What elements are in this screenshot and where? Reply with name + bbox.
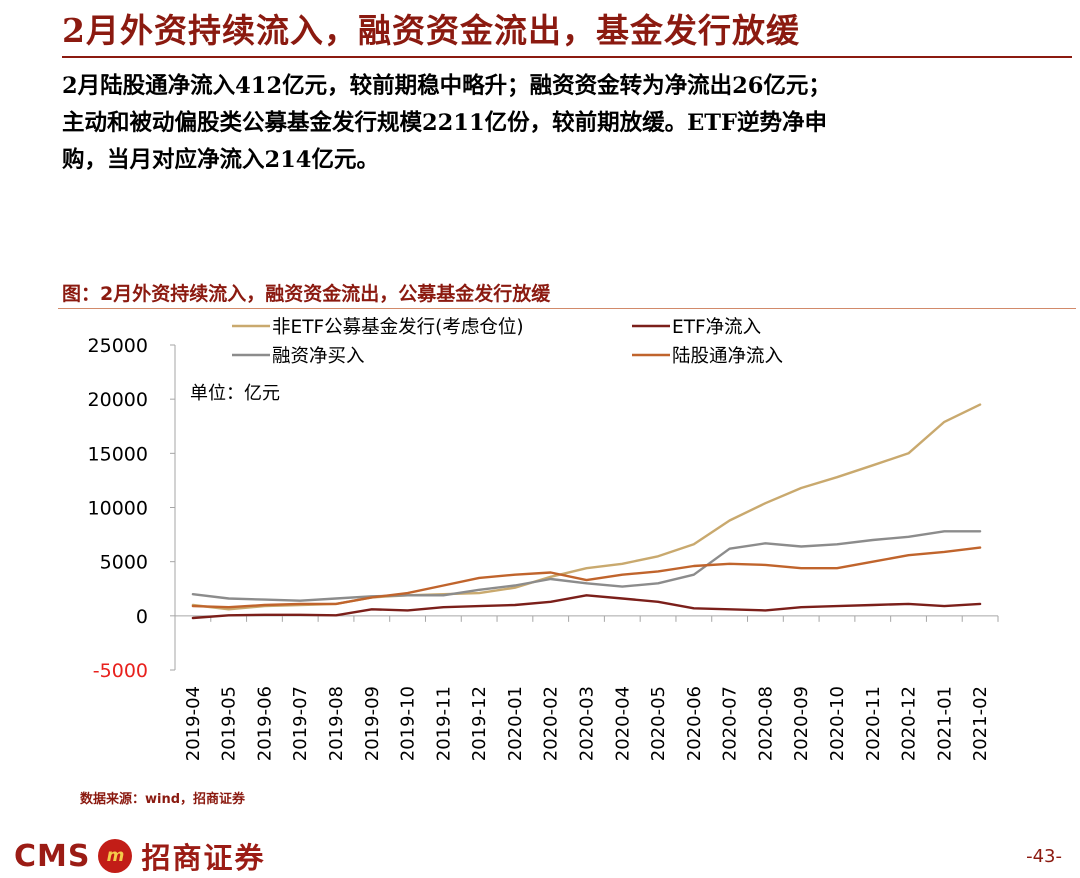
chart-axes: 25000 20000 15000 10000 5000 0 -5000 2019-04 201… xyxy=(88,335,999,761)
legend-label: ETF净流入 xyxy=(672,317,761,338)
series-line xyxy=(191,546,982,609)
y-tick-label: 10000 xyxy=(88,498,148,520)
brand-cms-text: CMS xyxy=(14,838,91,874)
chart-title-divider xyxy=(58,308,1076,309)
company-logo-icon: m xyxy=(98,839,133,873)
x-tick-label: 2020-09 xyxy=(791,686,812,761)
y-tick-label: 15000 xyxy=(88,443,148,465)
x-tick-label: 2019-07 xyxy=(290,686,311,761)
legend-label: 陆股通净流入 xyxy=(672,346,783,367)
x-tick-label: 2019-10 xyxy=(398,686,419,761)
x-tick-label: 2021-02 xyxy=(970,686,991,761)
x-tick-label: 2020-01 xyxy=(505,686,526,761)
x-tick-label: 2020-05 xyxy=(648,686,669,761)
legend-label: 非ETF公募基金发行(考虑仓位) xyxy=(272,317,524,338)
series-line xyxy=(191,530,982,602)
chart-title: 图：2月外资持续流入，融资资金流出，公募基金发行放缓 xyxy=(62,283,551,305)
series-line xyxy=(191,403,982,611)
y-tick-label: 0 xyxy=(136,606,148,628)
x-tick-label: 2019-12 xyxy=(469,686,490,761)
summary-line: 购，当月对应净流入214亿元。 xyxy=(62,147,379,173)
y-tick-label: -5000 xyxy=(93,660,148,682)
x-tick-label: 2021-01 xyxy=(934,686,955,761)
x-tick-label: 2019-05 xyxy=(219,686,240,761)
summary-line: 2月陆股通净流入412亿元，较前期稳中略升；融资资金转为净流出26亿元； xyxy=(62,73,831,99)
y-tick-label: 25000 xyxy=(88,335,148,357)
x-tick-label: 2019-09 xyxy=(362,686,383,761)
series-line xyxy=(191,594,982,620)
x-tick-label: 2020-08 xyxy=(755,686,776,761)
x-tick-label: 2020-02 xyxy=(541,686,562,761)
chart-series xyxy=(191,403,982,620)
x-tick-label: 2020-04 xyxy=(612,686,633,761)
summary-line: 主动和被动偏股类公募基金发行规模2211亿份，较前期放缓。ETF逆势净申 xyxy=(62,110,827,136)
x-tick-label: 2020-06 xyxy=(684,686,705,761)
x-tick-label: 2020-12 xyxy=(899,686,920,761)
brand-logo: CMS m 招商证券 xyxy=(14,838,266,876)
x-tick-label: 2020-03 xyxy=(577,686,598,761)
x-tick-label: 2019-06 xyxy=(254,686,275,761)
x-tick-label: 2019-11 xyxy=(433,686,454,761)
title-divider xyxy=(62,56,1072,58)
x-tick-label: 2019-08 xyxy=(326,686,347,761)
y-tick-label: 20000 xyxy=(88,389,148,411)
page-number: -43- xyxy=(1026,846,1062,867)
unit-label: 单位：亿元 xyxy=(190,383,280,404)
brand-company-name: 招商证券 xyxy=(141,841,266,875)
x-tick-label: 2020-10 xyxy=(827,686,848,761)
x-tick-label: 2019-04 xyxy=(183,686,204,761)
source-note: 数据来源：wind，招商证券 xyxy=(80,792,246,807)
page-title: 2月外资持续流入，融资资金流出，基金发行放缓 xyxy=(62,11,800,50)
x-tick-label: 2020-07 xyxy=(720,686,741,761)
x-tick-label: 2020-11 xyxy=(863,686,884,761)
summary-paragraph: 2月陆股通净流入412亿元，较前期稳中略升；融资资金转为净流出26亿元； 主动和… xyxy=(62,68,1077,179)
legend-label: 融资净买入 xyxy=(272,346,365,367)
y-tick-label: 5000 xyxy=(100,552,148,574)
